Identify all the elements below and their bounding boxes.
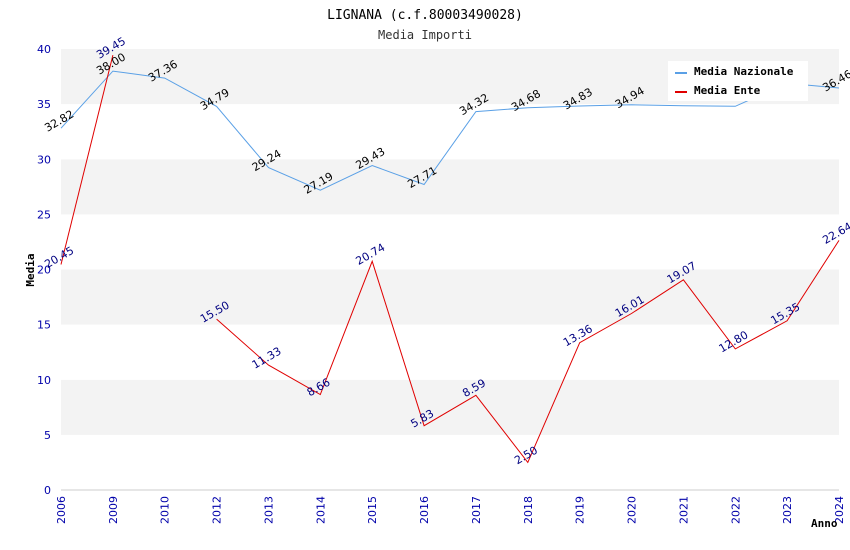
x-tick-label: 2014 (314, 496, 327, 524)
y-tick-label: 5 (44, 429, 51, 442)
x-tick-label: 2010 (159, 496, 172, 524)
series-layer (60, 54, 840, 464)
x-tick-label: 2015 (366, 496, 379, 524)
legend: Media Nazionale Media Ente (668, 61, 808, 101)
series-line-nazionale (60, 70, 840, 191)
series-line-ente (60, 54, 114, 265)
grid-band (61, 214, 839, 270)
y-tick-label: 20 (37, 264, 51, 277)
x-axis-ticks: 2006 2009 2010 2012 2013 2014 2015 2016 2017 2018… (55, 496, 846, 524)
y-axis-label: Media (24, 253, 37, 286)
y-tick-label: 15 (37, 319, 51, 332)
x-tick-label: 2017 (470, 496, 483, 524)
y-axis-ticks: 0 5 10 15 20 25 30 35 40 (37, 43, 51, 497)
y-tick-label: 40 (37, 43, 51, 56)
x-axis-label: Anno (811, 517, 838, 530)
legend-label-nazionale: Media Nazionale (694, 65, 794, 78)
chart-title: LIGNANA (c.f.80003490028) (327, 8, 523, 23)
x-tick-label: 2013 (262, 496, 275, 524)
x-tick-label: 2006 (55, 496, 68, 524)
x-tick-label: 2022 (729, 496, 742, 524)
legend-label-ente: Media Ente (694, 84, 761, 97)
y-tick-label: 35 (37, 98, 51, 111)
chart-subtitle: Media Importi (378, 28, 472, 42)
x-tick-label: 2009 (107, 496, 120, 524)
y-tick-label: 0 (44, 484, 51, 497)
series-line-ente (216, 240, 840, 464)
grid-band (61, 434, 839, 490)
grid-band (61, 159, 839, 215)
grid-bands (61, 49, 839, 490)
y-tick-label: 25 (37, 208, 51, 221)
x-tick-label: 2012 (211, 496, 224, 524)
x-tick-label: 2018 (522, 496, 535, 524)
grid-band (61, 269, 839, 325)
grid-band (61, 104, 839, 160)
x-tick-label: 2016 (418, 496, 431, 524)
y-tick-label: 10 (37, 374, 51, 387)
x-tick-label: 2020 (626, 496, 639, 524)
x-tick-label: 2023 (781, 496, 794, 524)
x-tick-label: 2019 (574, 496, 587, 524)
x-tick-label: 2024 (833, 496, 846, 524)
legend-box (668, 61, 808, 101)
y-tick-label: 30 (37, 153, 51, 166)
grid-band (61, 324, 839, 380)
x-tick-label: 2021 (677, 496, 690, 524)
grid-band (61, 379, 839, 435)
